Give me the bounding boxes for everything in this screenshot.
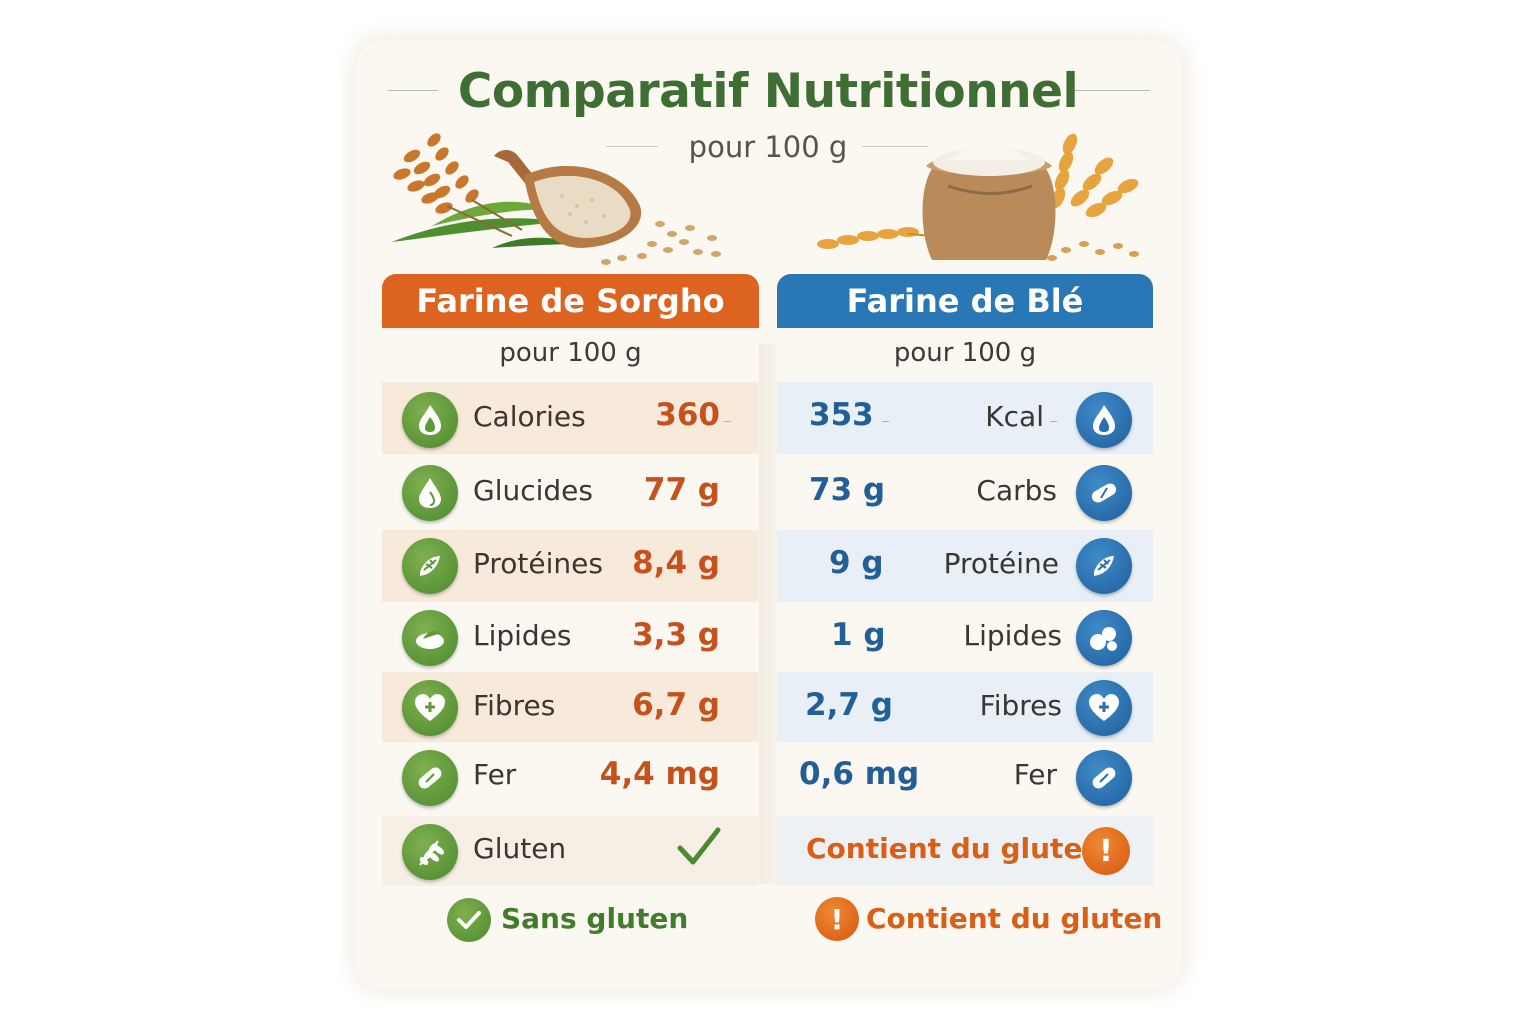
heart-plus-icon <box>1076 680 1132 736</box>
gluten-warning-label: Contient du gluten <box>806 832 1103 865</box>
warning-icon: ! <box>1082 827 1130 875</box>
nutrient-label: Protéine <box>943 547 1059 580</box>
tick-mark <box>1050 421 1057 422</box>
nutrient-label: Glucides <box>473 474 593 507</box>
ble-column-header: Farine de Blé <box>777 274 1153 328</box>
nutrient-label: Fibres <box>473 689 556 722</box>
checkmark-icon <box>677 827 721 865</box>
subtitle-rule-right <box>862 146 928 147</box>
flame-icon <box>1076 392 1132 448</box>
nutrient-label: Lipides <box>473 619 572 652</box>
drop-icon <box>402 465 458 521</box>
nutrient-value: 4,4 mg <box>599 756 720 792</box>
contains-gluten-status: Contient du gluten <box>866 902 1163 935</box>
nutrient-label: Gluten <box>473 832 567 865</box>
nutrient-label: Kcal <box>985 400 1044 433</box>
nutrient-label: Fer <box>1013 758 1057 791</box>
check-circle-icon <box>447 898 491 942</box>
ble-serving-label: pour 100 g <box>893 338 1037 368</box>
sorgho-column-header: Farine de Sorgho <box>382 274 759 328</box>
heart-plus-icon <box>402 680 458 736</box>
nutrient-label: Protéines <box>473 547 603 580</box>
pill-icon <box>402 750 458 806</box>
nutrient-value: 77 g <box>643 472 720 508</box>
protein-icon <box>402 538 458 594</box>
tick-mark <box>724 421 731 422</box>
nutrient-value: 353 <box>809 397 874 433</box>
flame-icon <box>402 392 458 448</box>
warning-icon: ! <box>815 897 859 941</box>
nutrient-value: 6,7 g <box>632 687 720 723</box>
oil-drops-icon <box>1076 610 1132 666</box>
nutrient-value: 9 g <box>829 545 884 581</box>
nutrient-value: 2,7 g <box>805 687 893 723</box>
nutrient-label: Carbs <box>976 474 1057 507</box>
pill-icon <box>1076 465 1132 521</box>
sorghum-scoop-illustration <box>392 133 721 265</box>
nutrient-value: 8,4 g <box>632 545 720 581</box>
nutrient-label: Fer <box>473 758 517 791</box>
nutrient-value: 3,3 g <box>632 617 720 653</box>
title-rule-left <box>388 90 438 91</box>
pill-icon <box>1076 750 1132 806</box>
page-subtitle: pour 100 g <box>688 130 848 164</box>
nutrient-label: Calories <box>473 400 586 433</box>
wheat-icon <box>402 824 458 880</box>
nutrient-label: Fibres <box>979 689 1062 722</box>
gluten-free-status: Sans gluten <box>501 902 689 935</box>
nutrient-value: 360 <box>655 397 720 433</box>
nutrient-value: 0,6 mg <box>799 756 920 792</box>
sorgho-serving-label: pour 100 g <box>499 338 642 368</box>
nutrient-value: 1 g <box>831 617 886 653</box>
wheat-sack-illustration <box>817 133 1139 261</box>
tick-mark <box>882 421 889 422</box>
title-rule-right <box>1074 90 1150 91</box>
nutrient-value: 73 g <box>809 472 886 508</box>
nutrient-label: Lipides <box>963 619 1062 652</box>
page-title: Comparatif Nutritionnel <box>457 64 1079 119</box>
subtitle-rule-left <box>606 146 658 147</box>
protein-icon <box>1076 538 1132 594</box>
column-divider <box>759 344 777 884</box>
oil-icon <box>402 610 458 666</box>
